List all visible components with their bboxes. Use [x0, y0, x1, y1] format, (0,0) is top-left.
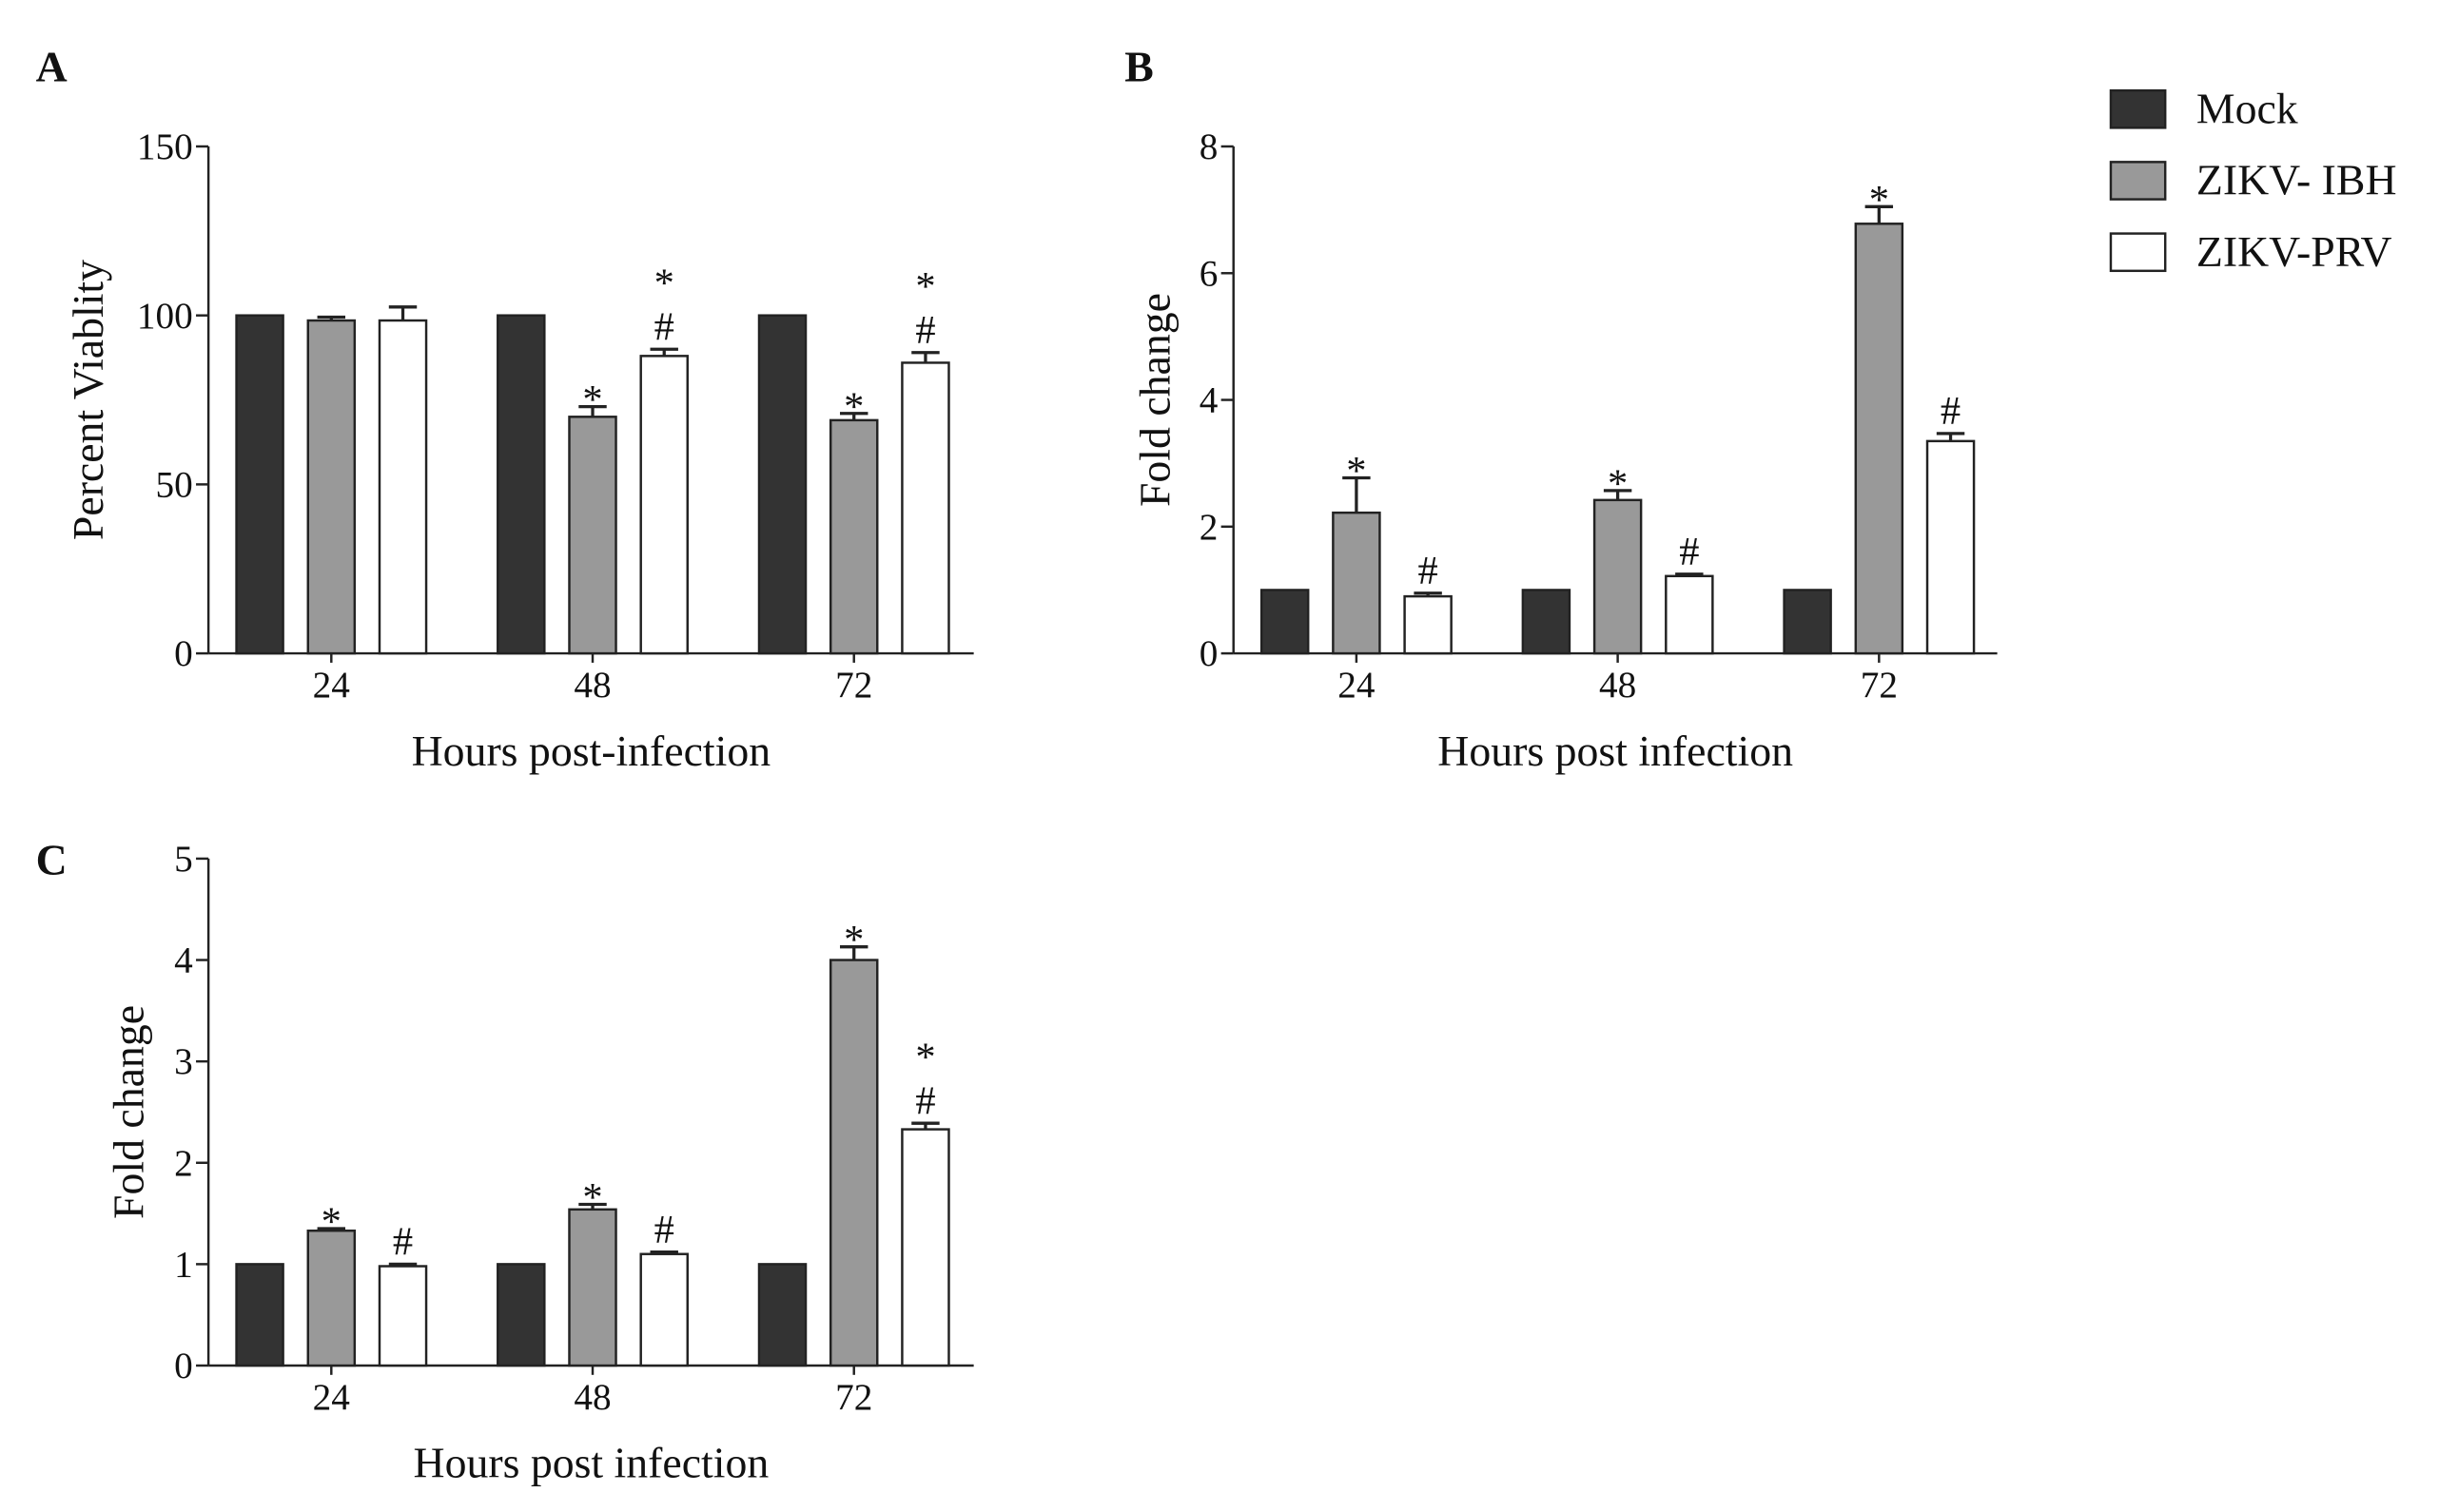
- significance-hash: #: [654, 304, 674, 349]
- significance-asterisk: *: [322, 1200, 341, 1245]
- bar-zikv-ibh-24: [306, 1229, 357, 1367]
- y-tick-label: 0: [1200, 633, 1219, 674]
- legend-label: ZIKV-PRV: [2196, 227, 2392, 276]
- x-tick-label: 72: [835, 665, 872, 706]
- significance-asterisk: *: [844, 384, 864, 429]
- x-tick-label: 72: [835, 1377, 872, 1418]
- significance-asterisk: *: [654, 262, 674, 306]
- y-tick-label: 8: [1200, 126, 1219, 167]
- bar-mock-24: [235, 1263, 284, 1367]
- y-tick-label: 2: [1200, 507, 1219, 548]
- y-tick-label: 3: [174, 1041, 193, 1082]
- bar-mock-72: [757, 314, 808, 655]
- panel-label: A: [36, 42, 68, 90]
- x-tick-label: 48: [1599, 665, 1636, 706]
- legend-label: ZIKV- IBH: [2196, 156, 2397, 204]
- y-tick-label: 4: [174, 940, 193, 981]
- legend-swatch: [2109, 88, 2167, 129]
- significance-asterisk: *: [1608, 461, 1628, 506]
- y-axis-label: Fold change: [1131, 293, 1180, 507]
- y-tick-label: 0: [174, 633, 193, 674]
- significance-hash: #: [654, 1208, 674, 1252]
- y-tick-label: 1: [174, 1244, 193, 1285]
- bar-mock-48: [497, 1263, 546, 1367]
- y-axis-label: Fold change: [104, 1005, 152, 1219]
- bar-zikv-ibh-48: [568, 416, 617, 655]
- y-tick-label: 100: [137, 296, 193, 337]
- significance-hash: #: [393, 1220, 413, 1265]
- bar-mock-48: [1521, 589, 1571, 655]
- bar-zikv-prv-48: [639, 355, 689, 655]
- y-axis-label: Percent Viablity: [64, 260, 112, 540]
- bar-zikv-ibh-24: [1332, 511, 1381, 655]
- x-axis-label: Hours post infection: [1437, 727, 1793, 775]
- bar-zikv-ibh-72: [829, 418, 879, 655]
- bar-zikv-prv-72: [1925, 439, 1976, 655]
- significance-hash: #: [1679, 530, 1699, 574]
- y-tick-label: 5: [174, 839, 193, 880]
- bar-zikv-prv-72: [901, 361, 950, 655]
- significance-asterisk: *: [844, 918, 864, 962]
- panel-label: C: [36, 835, 68, 883]
- x-tick-label: 48: [574, 665, 611, 706]
- bar-zikv-ibh-24: [306, 319, 357, 655]
- y-tick-label: 2: [174, 1143, 193, 1184]
- bar-mock-72: [757, 1263, 808, 1367]
- significance-hash: #: [915, 1078, 935, 1123]
- significance-hash: #: [1417, 549, 1437, 593]
- x-axis-label: Hours post-infection: [412, 727, 771, 775]
- significance-asterisk: *: [1346, 449, 1366, 494]
- panel-label: B: [1124, 42, 1154, 90]
- bar-zikv-prv-24: [378, 1265, 428, 1367]
- x-tick-label: 72: [1861, 665, 1898, 706]
- significance-asterisk: *: [915, 264, 935, 309]
- x-axis-label: Hours post infection: [414, 1439, 770, 1487]
- bar-zikv-prv-24: [1403, 594, 1453, 655]
- x-tick-label: 24: [1337, 665, 1375, 706]
- bar-zikv-prv-48: [639, 1252, 689, 1367]
- significance-hash: #: [915, 308, 935, 353]
- significance-asterisk: *: [1869, 178, 1889, 223]
- y-tick-label: 4: [1200, 380, 1219, 421]
- bar-zikv-prv-24: [378, 319, 428, 655]
- bar-zikv-ibh-48: [1592, 498, 1643, 655]
- significance-hash: #: [1941, 389, 1961, 434]
- y-tick-label: 0: [174, 1346, 193, 1386]
- x-tick-label: 48: [574, 1377, 611, 1418]
- significance-asterisk: *: [582, 1175, 602, 1220]
- y-tick-label: 50: [156, 464, 193, 505]
- significance-asterisk: *: [582, 378, 602, 422]
- y-tick-label: 6: [1200, 253, 1219, 294]
- legend: Mock ZIKV- IBH ZIKV-PRV: [2109, 84, 2397, 276]
- bar-zikv-prv-48: [1665, 574, 1714, 655]
- legend-swatch: [2109, 232, 2167, 273]
- bar-mock-24: [235, 314, 284, 655]
- legend-swatch: [2109, 161, 2167, 201]
- bar-zikv-prv-72: [901, 1128, 950, 1367]
- bar-mock-24: [1259, 589, 1310, 655]
- bar-zikv-ibh-72: [1854, 223, 1904, 655]
- bar-mock-72: [1783, 589, 1832, 655]
- legend-label: Mock: [2196, 84, 2298, 132]
- significance-asterisk: *: [915, 1036, 935, 1080]
- x-tick-label: 24: [313, 1377, 350, 1418]
- bar-mock-48: [497, 314, 546, 655]
- bar-zikv-ibh-48: [568, 1208, 617, 1367]
- bar-zikv-ibh-72: [829, 959, 879, 1367]
- x-tick-label: 24: [313, 665, 350, 706]
- y-tick-label: 150: [137, 126, 193, 167]
